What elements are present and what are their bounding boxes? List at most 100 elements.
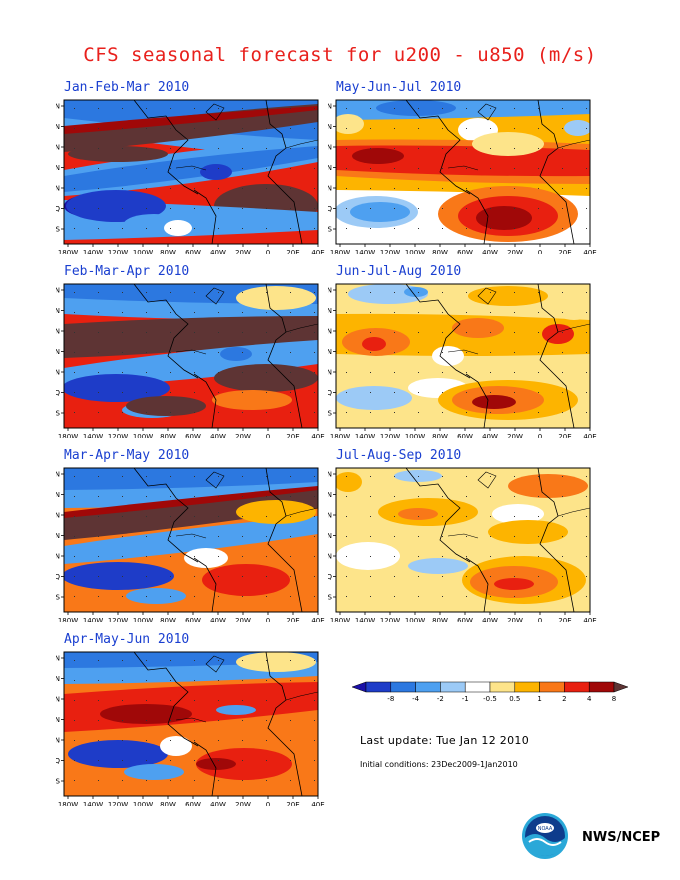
lat-tick-label: 10S xyxy=(328,226,333,234)
forecast-panel-jja: Jun-Jul-Aug 2010 50N 40N 30N 20N 10N EQ 10S 180… xyxy=(328,264,600,438)
lat-tick-label: 40N xyxy=(328,307,332,315)
lat-tick-label: 30N xyxy=(328,328,332,336)
lat-tick-label: 30N xyxy=(56,512,60,520)
lon-tick-label: 20E xyxy=(558,249,571,254)
legend-swatch xyxy=(564,681,590,693)
legend-label: -2 xyxy=(437,695,444,703)
lon-tick-label: 60W xyxy=(185,249,201,254)
lon-tick-label: 20W xyxy=(507,433,523,438)
lat-tick-label: 10S xyxy=(56,594,61,602)
legend-swatch xyxy=(613,681,629,693)
legend-swatch xyxy=(464,681,491,693)
legend-swatch xyxy=(390,681,416,693)
lat-tick-label: 50N xyxy=(328,287,332,295)
lon-tick-label: 100W xyxy=(133,617,153,622)
lon-tick-label: 80W xyxy=(160,249,176,254)
lon-tick-label: 20E xyxy=(558,617,571,622)
legend-label: -0.5 xyxy=(483,695,497,703)
lon-tick-label: 20W xyxy=(235,801,251,806)
lon-tick-label: 0 xyxy=(538,249,542,254)
lon-tick-label: 20W xyxy=(235,433,251,438)
lon-tick-label: 20W xyxy=(507,249,523,254)
lat-tick-label: 20N xyxy=(328,164,332,172)
lat-tick-label: 40N xyxy=(56,675,60,683)
legend-label: -8 xyxy=(387,695,394,703)
lat-tick-label: 10S xyxy=(328,594,333,602)
lat-tick-label: 10N xyxy=(328,369,332,377)
legend-swatch xyxy=(514,681,540,693)
lon-tick-label: 80W xyxy=(160,801,176,806)
legend-swatch xyxy=(539,681,565,693)
lon-tick-label: 20E xyxy=(286,617,299,622)
lon-tick-label: 80W xyxy=(432,433,448,438)
lon-tick-label: 20E xyxy=(286,433,299,438)
lon-tick-label: 180W xyxy=(330,617,350,622)
lon-tick-label: 180W xyxy=(330,249,350,254)
lon-tick-label: 120W xyxy=(380,249,400,254)
lat-tick-label: EQ xyxy=(56,757,60,765)
lon-tick-label: 120W xyxy=(108,801,128,806)
last-update-text: Last update: Tue Jan 12 2010 xyxy=(360,734,529,747)
lat-tick-label: 30N xyxy=(56,328,60,336)
lon-tick-label: 180W xyxy=(58,801,78,806)
lat-tick-label: 40N xyxy=(56,491,60,499)
lon-tick-label: 40E xyxy=(311,617,324,622)
lat-tick-label: 20N xyxy=(328,348,332,356)
legend-label: 0.5 xyxy=(509,695,520,703)
lat-tick-label: 10N xyxy=(56,737,60,745)
legend-swatch xyxy=(489,681,516,693)
legend-label: 1 xyxy=(537,695,541,703)
initial-conditions-text: Initial conditions: 23Dec2009-1Jan2010 xyxy=(360,760,518,769)
lon-tick-label: 20E xyxy=(558,433,571,438)
lon-tick-label: 180W xyxy=(58,433,78,438)
legend-label: 2 xyxy=(562,695,566,703)
lon-tick-label: 80W xyxy=(432,617,448,622)
lat-tick-label: 50N xyxy=(56,287,60,295)
lat-tick-label: 20N xyxy=(56,716,60,724)
lat-tick-label: 50N xyxy=(328,103,332,111)
legend-label: -1 xyxy=(462,695,469,703)
lon-tick-label: 0 xyxy=(538,617,542,622)
panel-title: Mar-Apr-May 2010 xyxy=(64,448,190,463)
forecast-panel-mjj: May-Jun-Jul 2010 50N 40N 30N 20N 10N EQ 10S 180… xyxy=(328,80,600,254)
lon-tick-label: 140W xyxy=(355,433,375,438)
lon-tick-label: 100W xyxy=(133,249,153,254)
svg-text:NOAA: NOAA xyxy=(538,826,553,832)
forecast-map: 50N 40N 30N 20N 10N EQ 10S 180W 140W 120W 100W 80W 6… xyxy=(328,278,600,438)
lon-tick-label: 180W xyxy=(58,617,78,622)
lat-tick-label: 50N xyxy=(56,103,60,111)
lon-tick-label: 140W xyxy=(83,433,103,438)
lat-tick-label: EQ xyxy=(328,573,332,581)
color-legend: -8 -4 -2 -1 -0.5 0.5 1 2 4 8 xyxy=(351,676,632,720)
lat-tick-label: EQ xyxy=(56,573,60,581)
legend-label: 8 xyxy=(612,695,616,703)
legend-label: 4 xyxy=(587,695,592,703)
lat-tick-label: 10N xyxy=(56,553,60,561)
lon-tick-label: 100W xyxy=(405,617,425,622)
lon-tick-label: 60W xyxy=(457,617,473,622)
lon-tick-label: 180W xyxy=(58,249,78,254)
lon-tick-label: 140W xyxy=(83,617,103,622)
lat-tick-label: 30N xyxy=(56,696,60,704)
lat-tick-label: EQ xyxy=(56,205,60,213)
forecast-map: 50N 40N 30N 20N 10N EQ 10S 180W 140W 120W 100W 80W 6… xyxy=(56,278,328,438)
panel-title: Feb-Mar-Apr 2010 xyxy=(64,264,190,279)
lon-tick-label: 120W xyxy=(108,617,128,622)
lat-tick-label: 20N xyxy=(56,164,60,172)
lat-tick-label: 10N xyxy=(56,185,60,193)
lon-tick-label: 80W xyxy=(160,433,176,438)
lon-tick-label: 120W xyxy=(108,249,128,254)
lon-tick-label: 140W xyxy=(355,617,375,622)
agency-label: NWS/NCEP xyxy=(582,830,661,845)
forecast-map: 50N 40N 30N 20N 10N EQ 10S 180W 140W 120W 100W 80W 6… xyxy=(56,94,328,254)
lat-tick-label: EQ xyxy=(56,389,60,397)
lon-tick-label: 20E xyxy=(286,249,299,254)
forecast-panel-jfm: Jan-Feb-Mar 2010 50N 40N 30N 20N 10N EQ 10S 180… xyxy=(56,80,328,254)
lon-tick-label: 40E xyxy=(583,433,596,438)
lat-tick-label: 10N xyxy=(328,185,332,193)
lon-tick-label: 120W xyxy=(380,617,400,622)
forecast-panel-jas: Jul-Aug-Sep 2010 50N 40N 30N 20N 10N EQ 10S 180… xyxy=(328,448,600,622)
lon-tick-label: 40W xyxy=(210,801,226,806)
lon-tick-label: 140W xyxy=(83,801,103,806)
lon-tick-label: 120W xyxy=(108,433,128,438)
